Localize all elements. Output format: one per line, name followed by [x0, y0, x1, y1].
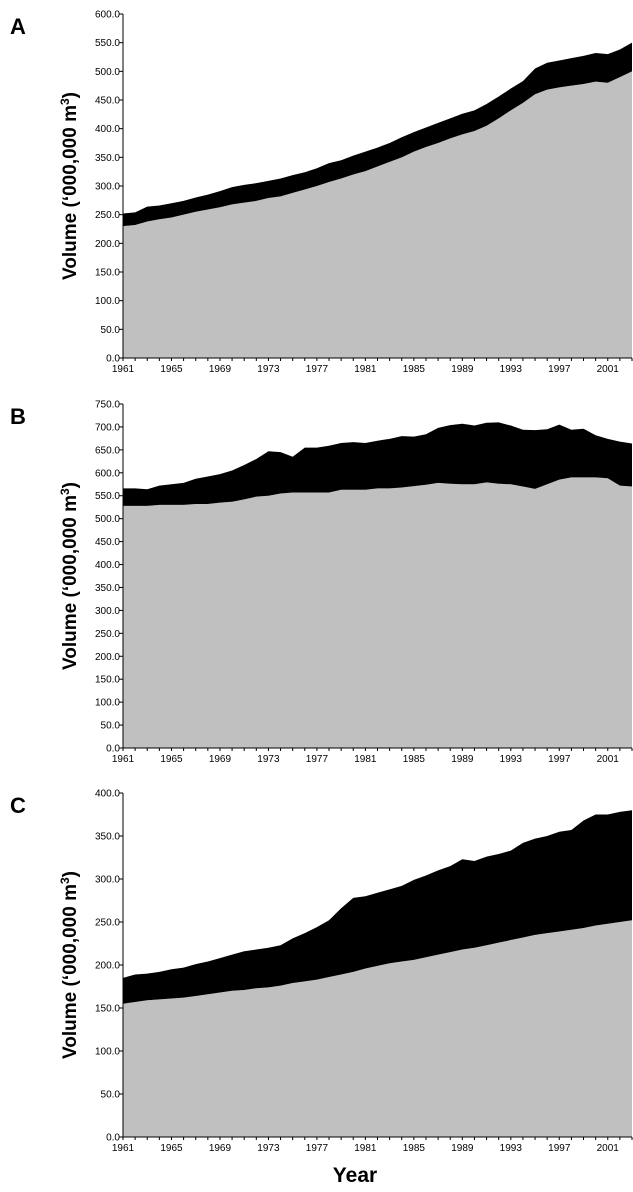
x-tick-label: 1961 — [112, 754, 135, 765]
x-tick-label: 1973 — [257, 364, 280, 375]
y-axis-label-superscript: 3 — [58, 488, 72, 495]
x-tick-label: 2001 — [597, 364, 620, 375]
y-tick-label: 0.0 — [106, 744, 120, 755]
x-tick-label: 2001 — [597, 1143, 620, 1154]
x-tick-label: 1969 — [209, 754, 232, 765]
y-tick-label: 450.0 — [95, 537, 120, 548]
y-axis-label-text: Volume (‘000,000 m — [60, 495, 81, 670]
panel-label: B — [10, 404, 26, 429]
x-tick-label: 1981 — [354, 754, 377, 765]
area-series-1 — [123, 71, 632, 358]
y-tick-label: 300.0 — [95, 182, 120, 193]
x-tick-label: 1989 — [451, 364, 474, 375]
y-tick-label: 650.0 — [95, 445, 120, 456]
y-axis-label: Volume (‘000,000 m3) — [58, 92, 81, 280]
y-tick-label: 350.0 — [95, 583, 120, 594]
y-axis-label-superscript: 3 — [58, 98, 72, 105]
x-tick-label: 1977 — [306, 754, 329, 765]
panel-a: 0.0 50.0 100.0 150.0 200.0 250.0 300.0 350.0 400… — [10, 10, 633, 375]
x-tick-label: 1965 — [160, 364, 183, 375]
y-tick-label: 50.0 — [101, 325, 121, 336]
x-tick-label: 1961 — [112, 364, 135, 375]
y-tick-label: 200.0 — [95, 961, 120, 972]
x-tick-label: 1965 — [160, 1143, 183, 1154]
x-tick-label: 1989 — [451, 1143, 474, 1154]
y-axis-label-superscript: 3 — [58, 877, 72, 884]
y-tick-label: 100.0 — [95, 296, 120, 307]
y-tick-label: 50.0 — [101, 721, 121, 732]
y-axis-label-tail: ) — [60, 92, 81, 98]
area-series-2 — [123, 42, 632, 227]
y-tick-label: 150.0 — [95, 1004, 120, 1015]
x-tick-label: 1969 — [209, 364, 232, 375]
y-tick-label: 400.0 — [95, 124, 120, 135]
area-series-2 — [123, 422, 632, 506]
x-tick-label: 1961 — [112, 1143, 135, 1154]
panel-label: A — [10, 14, 26, 39]
x-axis-label: Year — [333, 1164, 377, 1187]
y-tick-label: 450.0 — [95, 96, 120, 107]
y-tick-label: 700.0 — [95, 422, 120, 433]
x-tick-label: 1977 — [306, 364, 329, 375]
x-tick-label: 1993 — [500, 754, 523, 765]
x-tick-label: 2001 — [597, 754, 620, 765]
x-tick-label: 1985 — [403, 364, 426, 375]
x-tick-label: 1989 — [451, 754, 474, 765]
y-tick-label: 550.0 — [95, 491, 120, 502]
x-tick-label: 1981 — [354, 1143, 377, 1154]
panel-c: 0.0 50.0 100.0 150.0 200.0 250.0 300.0 350.0 400… — [10, 789, 633, 1154]
x-tick-label: 1981 — [354, 364, 377, 375]
y-axis-label-text: Volume (‘000,000 m — [60, 105, 81, 280]
y-tick-label: 300.0 — [95, 875, 120, 886]
y-tick-label: 500.0 — [95, 514, 120, 525]
x-tick-label: 1997 — [548, 754, 571, 765]
y-tick-label: 350.0 — [95, 153, 120, 164]
panel-b: 0.0 50.0 100.0 150.0 200.0 250.0 300.0 350.0 400… — [10, 400, 633, 765]
x-tick-label: 1985 — [403, 754, 426, 765]
x-tick-label: 1965 — [160, 754, 183, 765]
x-tick-label: 1993 — [500, 1143, 523, 1154]
y-tick-label: 0.0 — [106, 1133, 120, 1144]
y-tick-label: 250.0 — [95, 629, 120, 640]
y-tick-label: 250.0 — [95, 210, 120, 221]
x-tick-label: 1973 — [257, 1143, 280, 1154]
y-axis-label-tail: ) — [60, 482, 81, 488]
x-tick-label: 1977 — [306, 1143, 329, 1154]
y-axis-label: Volume (‘000,000 m3) — [58, 482, 81, 670]
area-series-1 — [123, 477, 632, 748]
x-tick-label: 1997 — [548, 364, 571, 375]
x-tick-label: 1973 — [257, 754, 280, 765]
x-tick-label: 1997 — [548, 1143, 571, 1154]
x-tick-label: 1969 — [209, 1143, 232, 1154]
y-tick-label: 50.0 — [101, 1090, 121, 1101]
y-tick-label: 500.0 — [95, 67, 120, 78]
y-tick-label: 100.0 — [95, 1047, 120, 1058]
y-tick-label: 200.0 — [95, 652, 120, 663]
y-tick-label: 0.0 — [106, 354, 120, 365]
y-tick-label: 300.0 — [95, 606, 120, 617]
y-tick-label: 550.0 — [95, 38, 120, 49]
y-tick-label: 600.0 — [95, 468, 120, 479]
panel-label: C — [10, 793, 26, 818]
y-axis-label: Volume (‘000,000 m3) — [58, 871, 81, 1059]
y-tick-label: 400.0 — [95, 789, 120, 800]
x-tick-label: 1993 — [500, 364, 523, 375]
y-tick-label: 750.0 — [95, 400, 120, 411]
y-tick-label: 250.0 — [95, 918, 120, 929]
y-tick-label: 600.0 — [95, 10, 120, 21]
x-tick-label: 1985 — [403, 1143, 426, 1154]
y-tick-label: 200.0 — [95, 239, 120, 250]
y-tick-label: 350.0 — [95, 832, 120, 843]
y-axis-label-text: Volume (‘000,000 m — [60, 884, 81, 1059]
y-axis-label-tail: ) — [60, 871, 81, 877]
y-tick-label: 150.0 — [95, 675, 120, 686]
y-tick-label: 400.0 — [95, 560, 120, 571]
area-series-1 — [123, 920, 632, 1137]
y-tick-label: 100.0 — [95, 698, 120, 709]
y-tick-label: 150.0 — [95, 268, 120, 279]
area-series-2 — [123, 810, 632, 1004]
